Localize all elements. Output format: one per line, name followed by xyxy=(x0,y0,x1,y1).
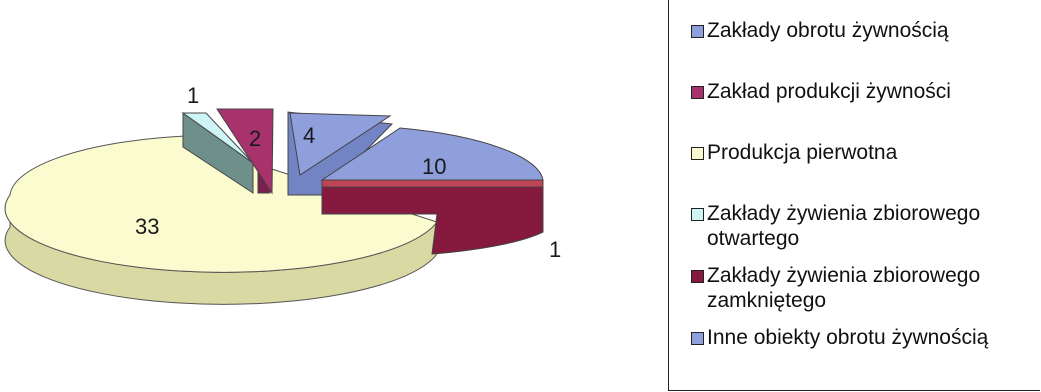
pie-chart: 10 2 33 1 1 4 xyxy=(4,83,561,305)
legend-item: Zakłady żywienia zbiorowego zamkniętego xyxy=(691,263,1040,313)
data-label-produkcja-pierwotna: 33 xyxy=(135,214,159,239)
legend-item: Zakłady żywienia zbiorowego otwartego xyxy=(691,201,1040,251)
slice-wedge-zaklady-obrotu xyxy=(320,127,544,181)
legend: Zakłady obrotu żywnością Zakład produkcj… xyxy=(668,0,1040,391)
legend-label: Zakłady obrotu żywnością xyxy=(707,19,949,42)
slice-side-zakl-zyw-zamknietego xyxy=(321,186,544,255)
slice-wedge-zakl-zyw-zamknietego xyxy=(321,179,544,188)
legend-swatch xyxy=(691,147,704,160)
legend-item: Inne obiekty obrotu żywnością xyxy=(691,325,1040,350)
legend-swatch xyxy=(691,208,704,221)
legend-label: Zakład produkcji żywności xyxy=(707,80,951,103)
legend-item: Zakłady obrotu żywnością xyxy=(691,18,1040,43)
slice-wedge-zaklad-produkcji xyxy=(216,108,274,195)
legend-swatch xyxy=(691,332,704,345)
legend-label: Produkcja pierwotna xyxy=(707,141,898,164)
slice-wedge-inne-obiekty xyxy=(289,112,392,176)
legend-label: Zakłady żywienia zbiorowego zamkniętego xyxy=(707,264,981,312)
data-label-zakl-zyw-otwartego: 1 xyxy=(187,83,199,108)
data-label-zakl-zyw-zamknietego: 1 xyxy=(549,237,561,262)
data-label-zaklady-obrotu: 10 xyxy=(422,154,446,179)
legend-swatch xyxy=(691,270,704,283)
legend-label: Zakłady żywienia zbiorowego otwartego xyxy=(707,202,981,250)
legend-swatch xyxy=(691,86,704,99)
slice-wedge-zakl-zyw-otwartego xyxy=(181,112,254,164)
slice-wedge-produkcja-pierwotna xyxy=(4,135,438,273)
data-label-inne-obiekty: 4 xyxy=(303,123,315,148)
legend-swatch xyxy=(691,25,704,38)
legend-item: Zakład produkcji żywności xyxy=(691,79,1040,104)
legend-label: Inne obiekty obrotu żywnością xyxy=(707,326,989,349)
data-label-zaklad-produkcji: 2 xyxy=(249,126,261,151)
legend-item: Produkcja pierwotna xyxy=(691,140,1040,165)
